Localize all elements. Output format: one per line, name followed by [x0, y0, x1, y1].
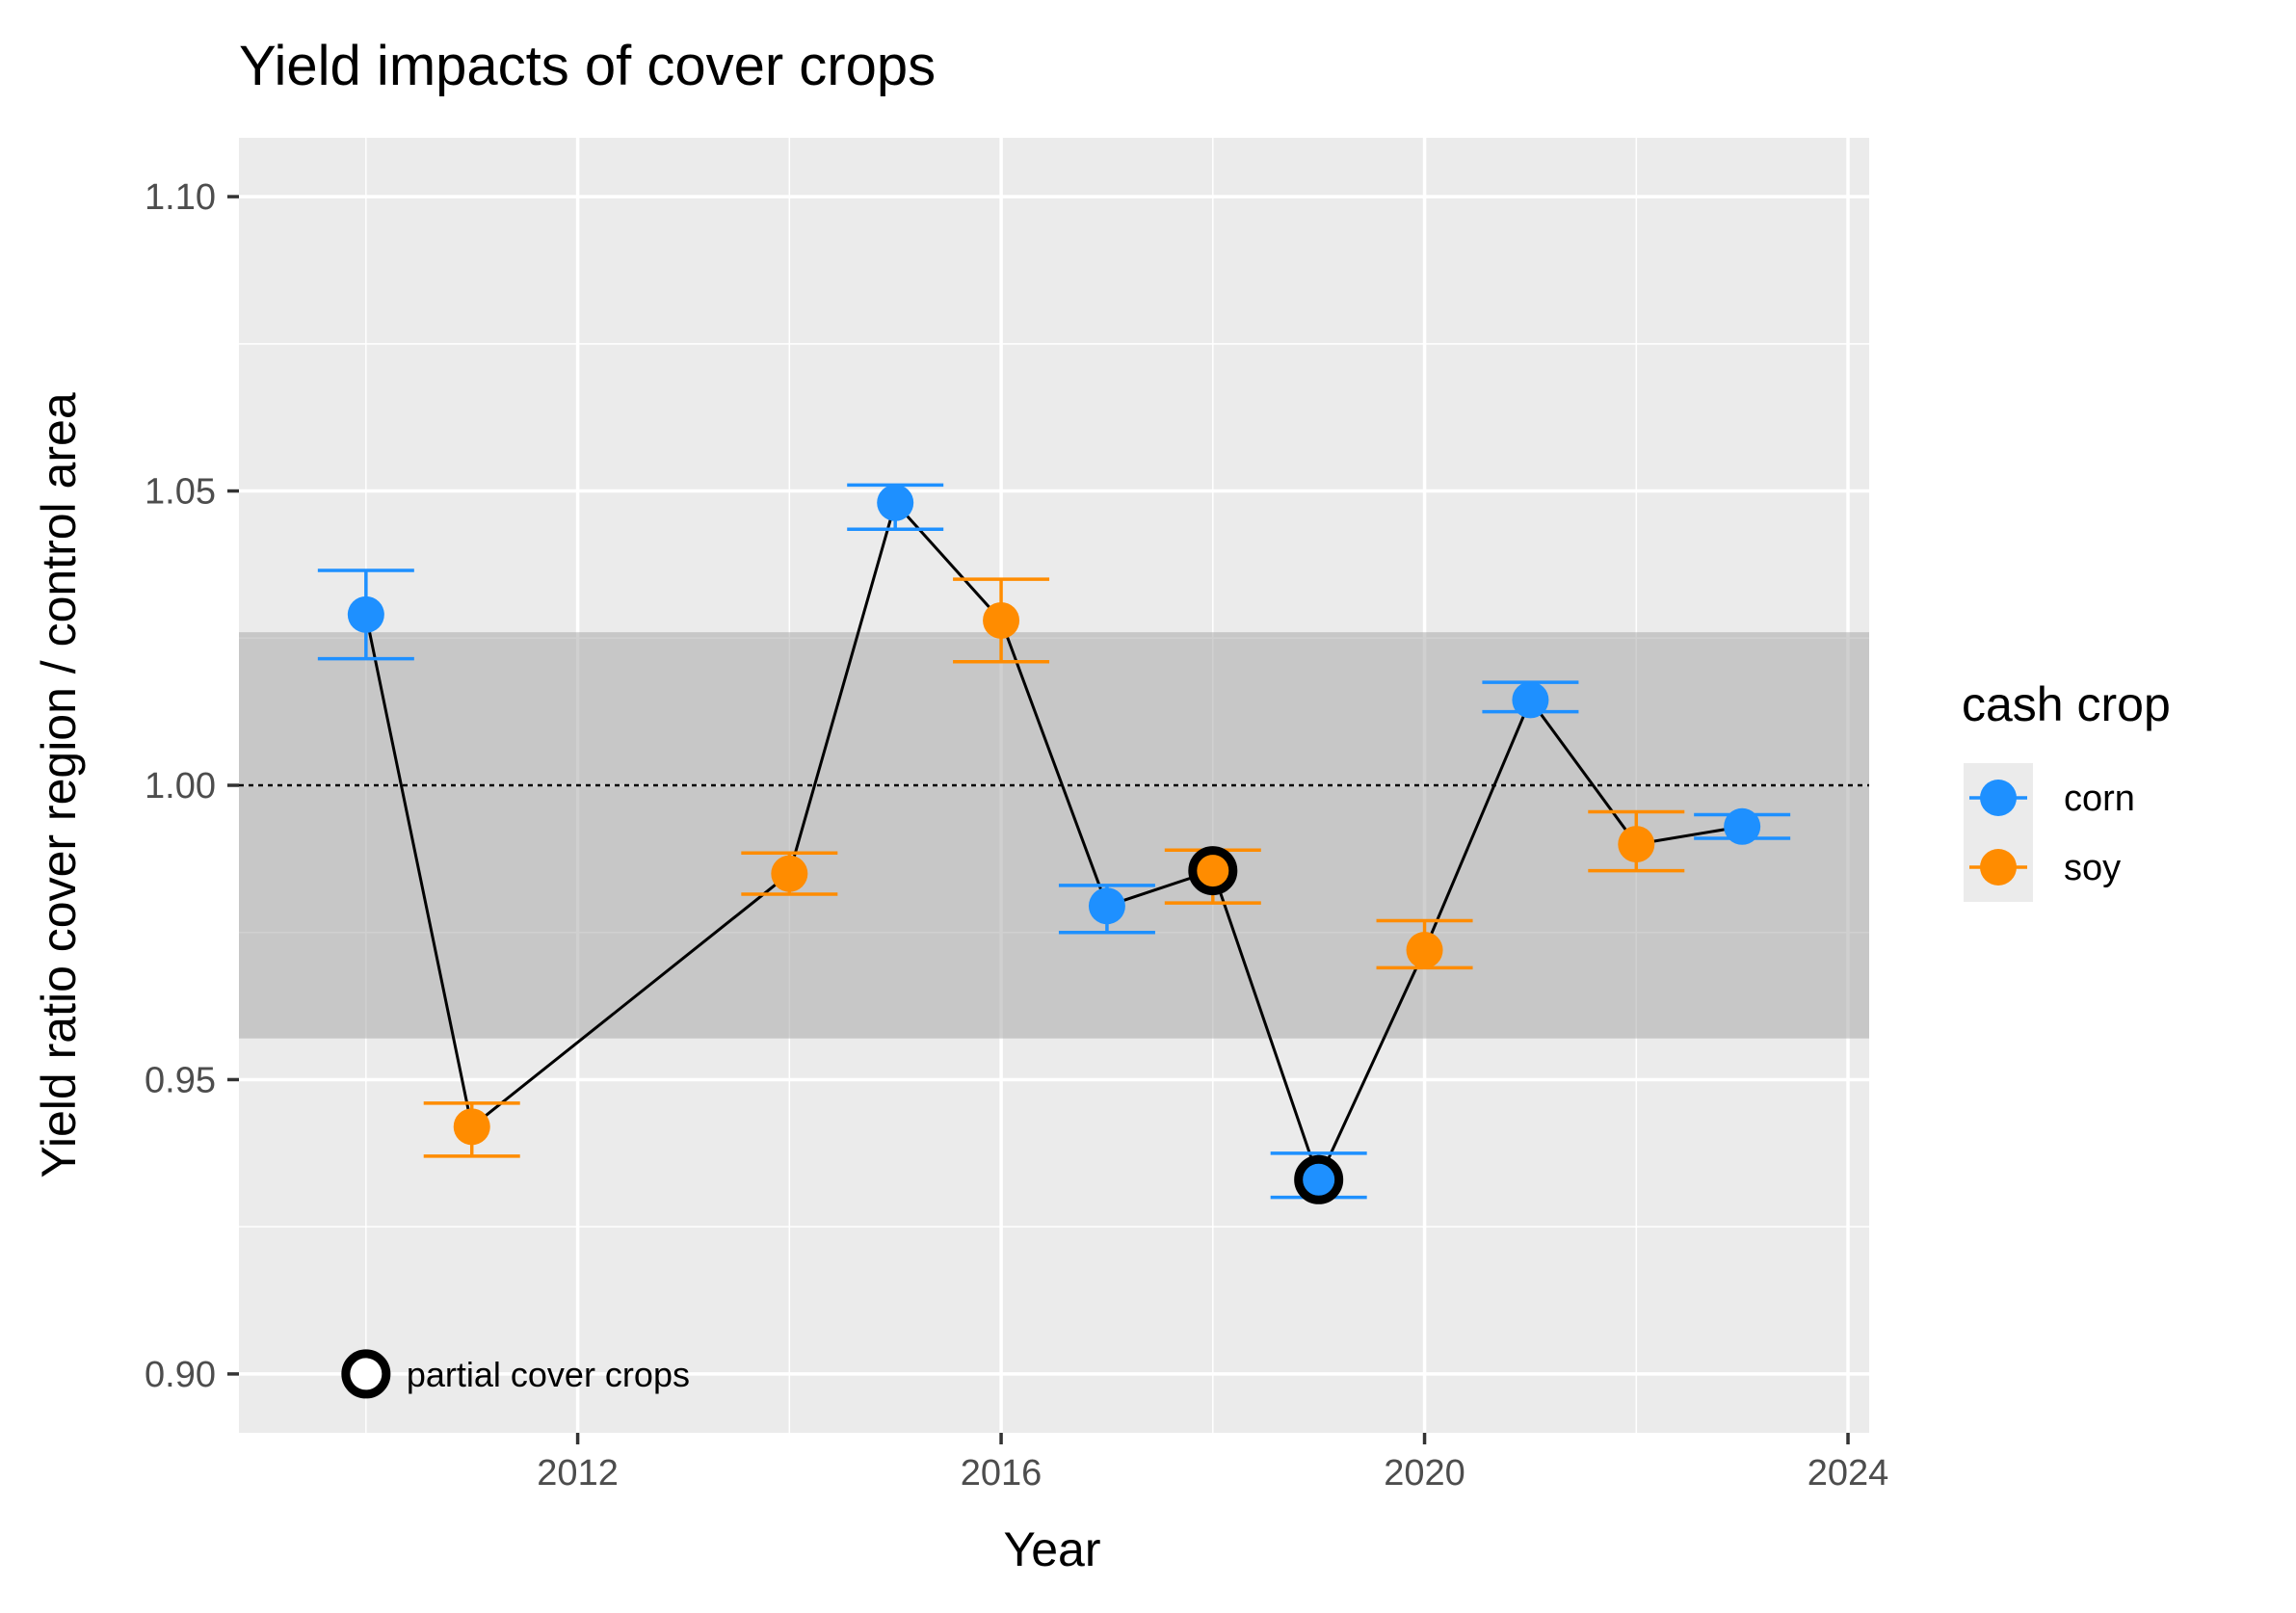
x-tick-label: 2020 [1384, 1453, 1465, 1494]
data-point-corn-2021 [1512, 681, 1549, 719]
data-point-corn-2017 [1088, 887, 1125, 925]
legend-label-corn: corn [2064, 779, 2135, 819]
data-point-corn-2023 [1724, 807, 1761, 845]
x-tick-label: 2012 [537, 1453, 619, 1494]
x-tick-label: 2024 [1808, 1453, 1889, 1494]
data-point-corn-2019 [1294, 1154, 1344, 1204]
data-point-corn-2015 [877, 484, 914, 521]
annotation-label: partial cover crops [407, 1355, 690, 1394]
data-point-soy-2014 [771, 855, 808, 892]
annotation-marker [341, 1349, 391, 1399]
data-point-soy-2018 [1188, 846, 1238, 896]
y-tick-label: 1.00 [145, 766, 216, 806]
data-point-soy-2020 [1406, 932, 1443, 969]
series-line [364, 499, 1743, 1184]
legend-key-point-soy [1980, 849, 2017, 886]
y-tick-label: 1.05 [145, 472, 216, 513]
y-tick-label: 1.10 [145, 177, 216, 218]
y-tick-label: 0.90 [145, 1355, 216, 1395]
x-axis-title: Year [1003, 1522, 1100, 1576]
y-tick-label: 0.95 [145, 1060, 216, 1100]
legend-key-point-corn [1980, 780, 2017, 816]
data-point-soy-2022 [1618, 826, 1655, 863]
legend-title: cash crop [1962, 677, 2171, 731]
legend: cash crop corn soy [1962, 677, 2171, 902]
y-axis-title: Yield ratio cover region / control area [32, 392, 86, 1177]
plot-area: partial cover crops [239, 138, 1869, 1433]
data-point-soy-2011 [453, 1108, 490, 1146]
chart-title: Yield impacts of cover crops [239, 35, 936, 97]
x-tick-label: 2016 [961, 1453, 1042, 1494]
confidence-band [239, 632, 1869, 1039]
axes: 0.90 0.95 1.00 1.05 1.10 2012 2016 2020 2024 [145, 177, 1888, 1494]
data-point-soy-2016 [983, 601, 1020, 639]
legend-label-soy: soy [2064, 848, 2121, 888]
data-point-corn-2010 [347, 595, 384, 633]
